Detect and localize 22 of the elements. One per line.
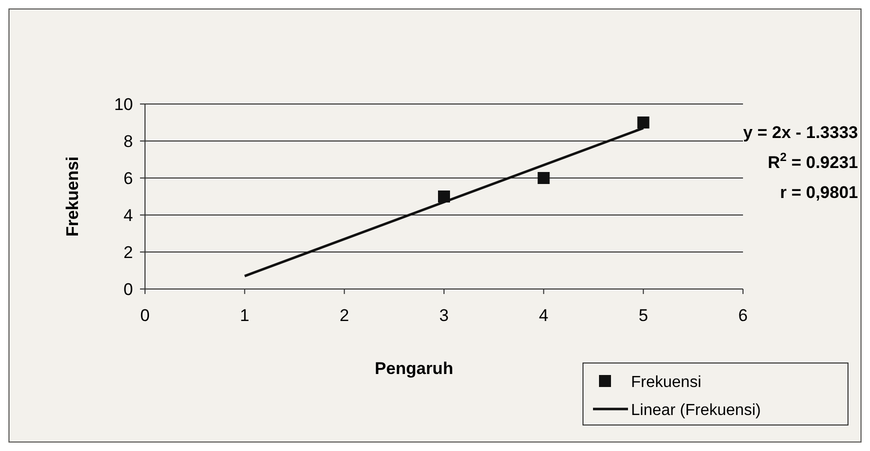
x-tick-label: 0: [140, 306, 150, 325]
x-axis-title: Pengaruh: [374, 359, 454, 378]
y-tick-label: 2: [124, 243, 133, 262]
text: R$^{2}$ = 0.9231: [768, 150, 858, 172]
x-tick-label: 5: [638, 306, 648, 325]
point: [538, 172, 550, 184]
y-axis-title: Frekuensi: [63, 156, 82, 237]
x-tick-label: 1: [240, 306, 250, 325]
y-tick-label: 0: [124, 280, 133, 299]
x-tick-label: 4: [538, 306, 548, 325]
x-tick-label: 3: [439, 306, 449, 325]
legend-label: Linear (Frekuensi): [631, 402, 761, 419]
x-tick-label: 2: [340, 306, 350, 325]
y-tick-label: 10: [114, 95, 133, 114]
point: [637, 116, 650, 128]
y-tick-label: 4: [124, 206, 133, 225]
x-tick-label: 6: [738, 306, 748, 325]
y-tick-label: 6: [124, 169, 133, 188]
y-tick-label: 8: [124, 132, 133, 151]
text: y = 2x - 1.3333: [743, 123, 858, 142]
text: r = 0,9801: [780, 183, 858, 202]
legend-label: Frekuensi: [631, 374, 702, 391]
